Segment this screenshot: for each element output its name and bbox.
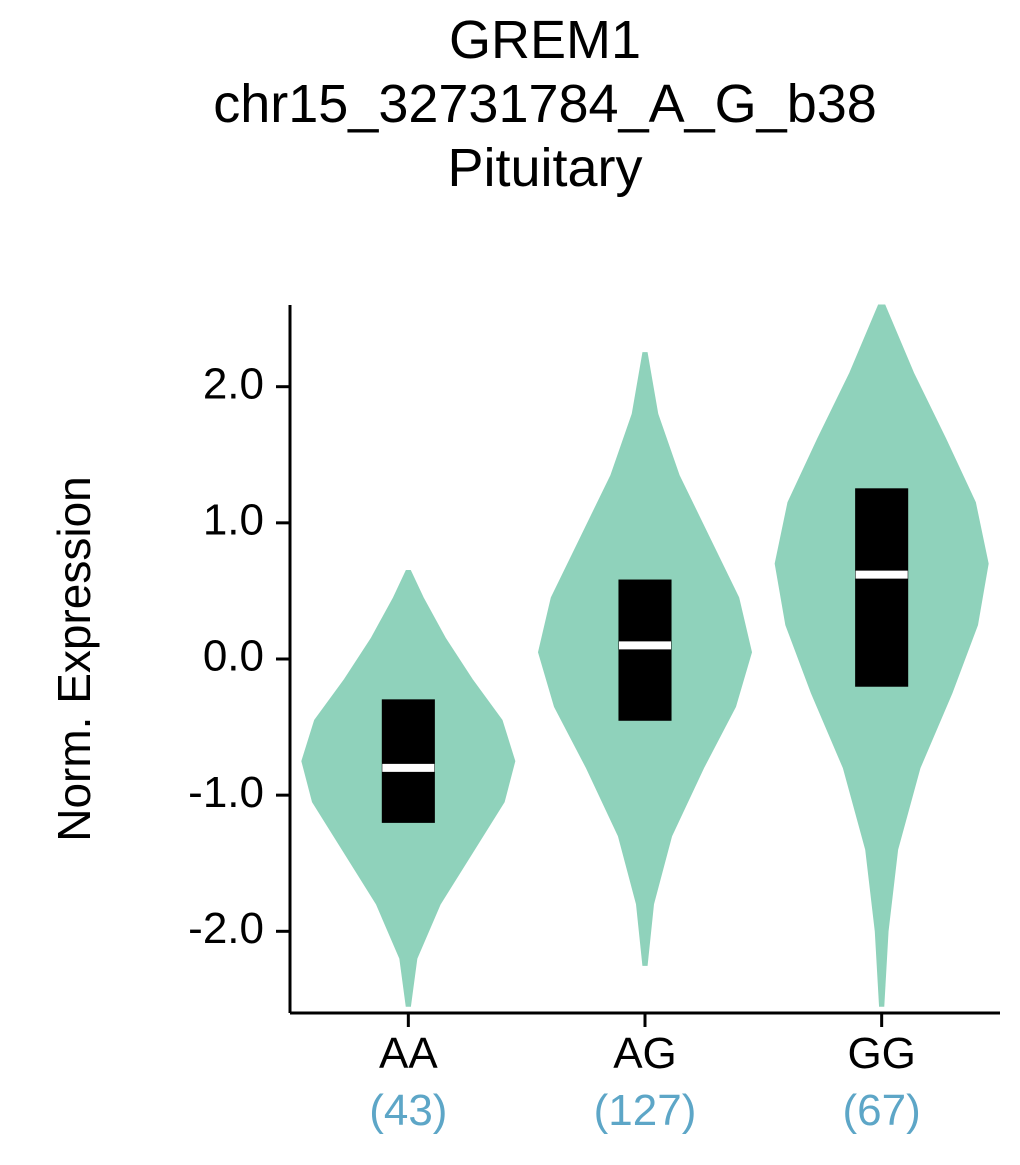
x-count-label: (67) <box>843 1086 921 1135</box>
y-axis: -2.0 -1.0 0.0 1.0 2.0 Norm. Expression <box>48 305 290 1013</box>
box <box>856 489 908 686</box>
x-axis: AA (43) AG (127) GG (67) <box>290 1013 1000 1135</box>
box <box>619 580 671 720</box>
box <box>382 700 434 823</box>
chart-title: GREM1chr15_32731784_A_G_b38Pituitary <box>213 10 877 198</box>
y-tick-label: 2.0 <box>203 359 264 408</box>
chart-title-line: chr15_32731784_A_G_b38 <box>213 74 877 134</box>
y-tick-label: -1.0 <box>188 768 264 817</box>
chart-title-line: GREM1 <box>449 10 641 70</box>
x-category-label: GG <box>847 1029 915 1078</box>
y-axis-title: Norm. Expression <box>48 476 100 842</box>
chart-svg: GREM1chr15_32731784_A_G_b38Pituitary -2.0… <box>0 0 1020 1165</box>
x-count-label: (43) <box>369 1086 447 1135</box>
chart-title-line: Pituitary <box>447 138 642 198</box>
x-count-label: (127) <box>594 1086 697 1135</box>
x-category-label: AG <box>613 1029 677 1078</box>
y-tick-label: -2.0 <box>188 904 264 953</box>
violin-plot-figure: GREM1chr15_32731784_A_G_b38Pituitary -2.0… <box>0 0 1020 1165</box>
y-tick-label: 0.0 <box>203 632 264 681</box>
y-tick-label: 1.0 <box>203 495 264 544</box>
x-category-label: AA <box>379 1029 438 1078</box>
